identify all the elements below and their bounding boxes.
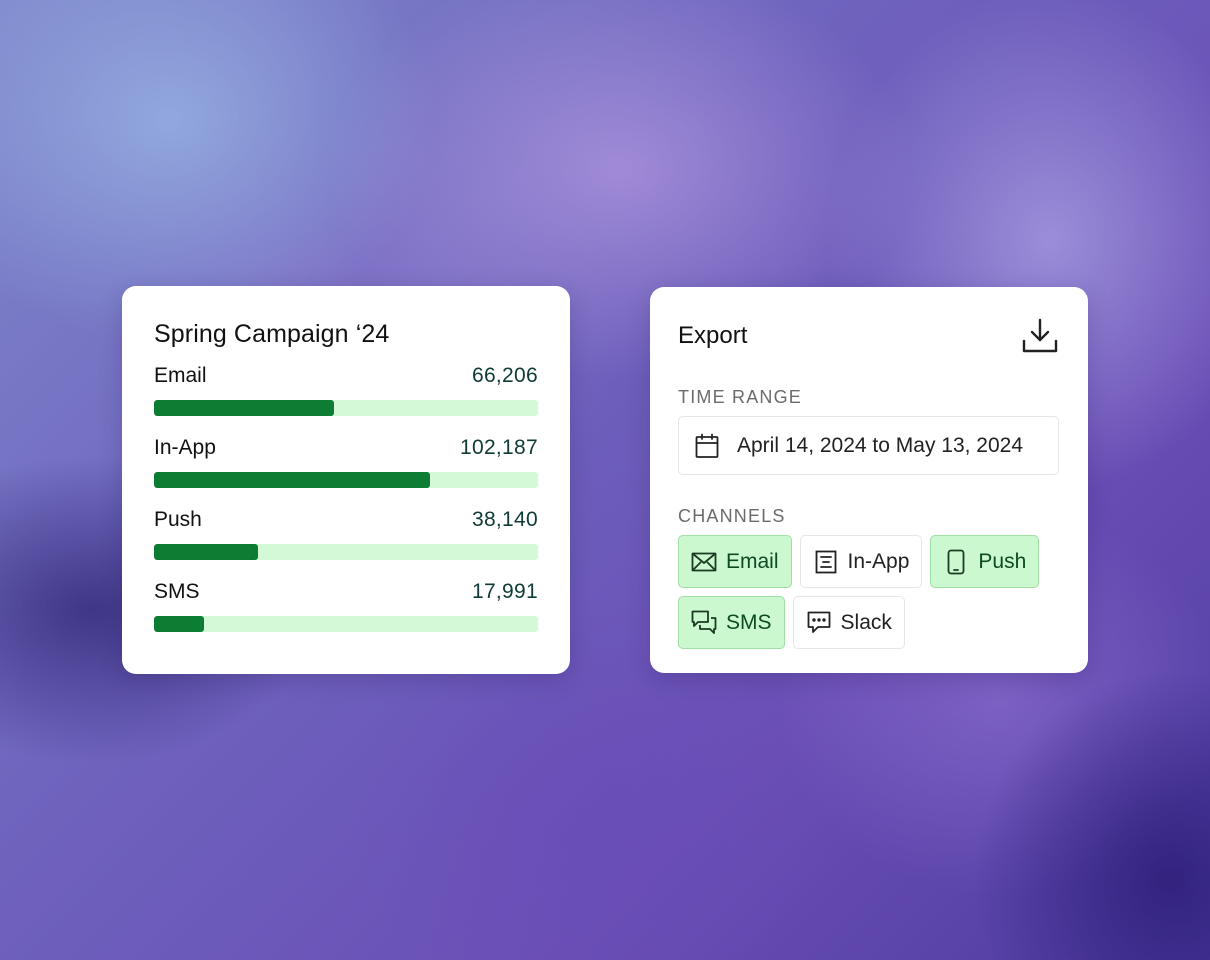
campaign-card: Spring Campaign ‘24 Email 66,206 In-App … bbox=[122, 286, 570, 674]
channel-label: SMS bbox=[154, 580, 200, 603]
progress-track bbox=[154, 472, 538, 488]
date-range-value: April 14, 2024 to May 13, 2024 bbox=[737, 433, 1024, 457]
channel-row-push: Push 38,140 bbox=[154, 508, 538, 580]
channel-label: Push bbox=[154, 508, 202, 531]
progress-fill bbox=[154, 400, 335, 416]
export-card: Export TIME RANGE April 14, 2024 to May … bbox=[650, 287, 1088, 673]
chip-push[interactable]: Push bbox=[930, 535, 1040, 588]
chip-label: SMS bbox=[726, 610, 772, 634]
chat-icon bbox=[806, 610, 832, 636]
phone-icon bbox=[943, 549, 969, 575]
time-range-label: TIME RANGE bbox=[678, 387, 803, 407]
envelope-icon bbox=[691, 549, 717, 575]
channel-row-sms: SMS 17,991 bbox=[154, 580, 538, 652]
progress-fill bbox=[154, 472, 431, 488]
date-range-picker[interactable]: April 14, 2024 to May 13, 2024 bbox=[678, 416, 1059, 475]
channel-row-email: Email 66,206 bbox=[154, 364, 538, 436]
channel-value: 17,991 bbox=[471, 580, 538, 603]
calendar-icon bbox=[695, 433, 719, 459]
export-header: Export bbox=[678, 287, 1060, 385]
channel-value: 102,187 bbox=[459, 436, 538, 459]
channel-chips: Email In-App Push bbox=[678, 535, 1068, 649]
chip-slack[interactable]: Slack bbox=[792, 596, 905, 649]
progress-fill bbox=[154, 544, 258, 560]
progress-track bbox=[154, 616, 538, 632]
channel-label: Email bbox=[154, 364, 207, 387]
sms-icon bbox=[691, 610, 717, 636]
in-app-icon bbox=[813, 549, 839, 575]
chip-email[interactable]: Email bbox=[678, 535, 792, 588]
chip-label: Slack bbox=[840, 610, 892, 634]
download-icon[interactable] bbox=[1020, 316, 1060, 356]
channel-value: 38,140 bbox=[471, 508, 538, 531]
chip-label: Email bbox=[726, 549, 779, 573]
channel-row-in-app: In-App 102,187 bbox=[154, 436, 538, 508]
progress-track bbox=[154, 544, 538, 560]
channel-value: 66,206 bbox=[471, 364, 538, 387]
export-title: Export bbox=[678, 322, 748, 349]
chip-in-app[interactable]: In-App bbox=[799, 535, 923, 588]
chip-label: Push bbox=[978, 549, 1027, 573]
progress-fill bbox=[154, 616, 204, 632]
channel-label: In-App bbox=[154, 436, 216, 459]
campaign-title: Spring Campaign ‘24 bbox=[154, 320, 390, 348]
chip-sms[interactable]: SMS bbox=[678, 596, 785, 649]
chip-label: In-App bbox=[847, 549, 910, 573]
progress-track bbox=[154, 400, 538, 416]
channels-label: CHANNELS bbox=[678, 506, 786, 526]
